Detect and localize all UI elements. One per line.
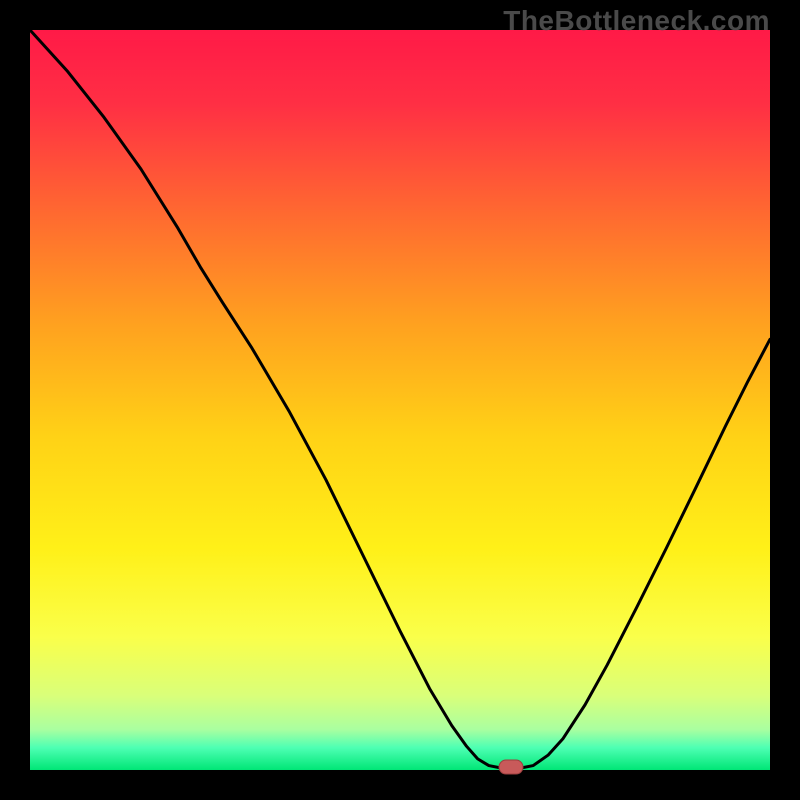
chart-stage: TheBottleneck.com bbox=[0, 0, 800, 800]
optimal-marker bbox=[499, 760, 523, 774]
curve-layer bbox=[0, 0, 800, 800]
bottleneck-curve bbox=[30, 30, 770, 769]
